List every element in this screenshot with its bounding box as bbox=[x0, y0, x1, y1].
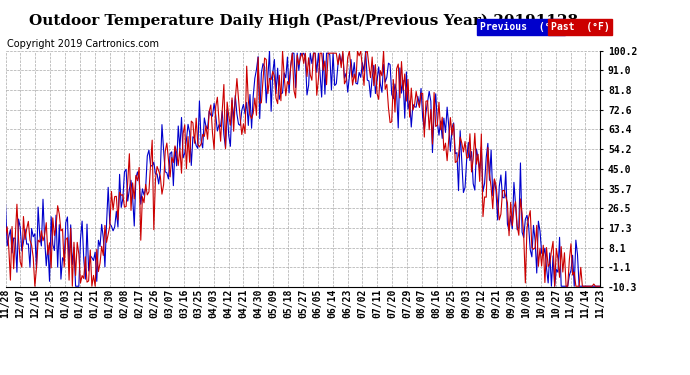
Text: Past  (°F): Past (°F) bbox=[551, 22, 609, 32]
Text: Previous  (°F): Previous (°F) bbox=[480, 22, 562, 32]
Text: Outdoor Temperature Daily High (Past/Previous Year) 20191128: Outdoor Temperature Daily High (Past/Pre… bbox=[29, 13, 578, 27]
Text: Copyright 2019 Cartronics.com: Copyright 2019 Cartronics.com bbox=[7, 39, 159, 50]
